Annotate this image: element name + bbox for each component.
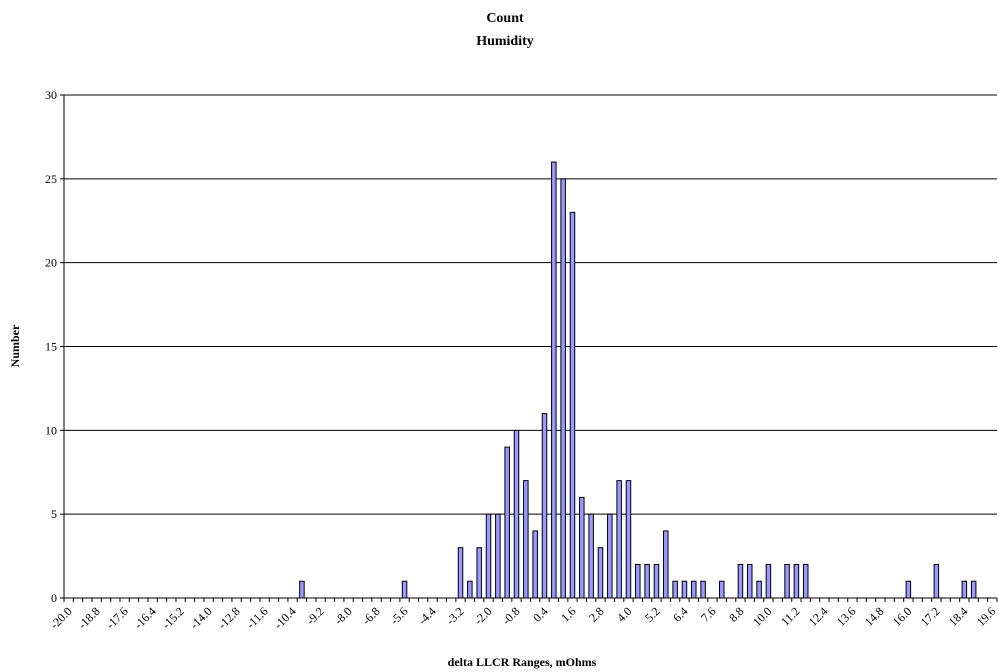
bar bbox=[457, 547, 464, 599]
y-tick-label: 15 bbox=[45, 340, 57, 354]
axes bbox=[60, 94, 998, 602]
x-tick-label: 6.4 bbox=[670, 604, 691, 625]
bar bbox=[513, 429, 520, 599]
x-tick-label: 13.6 bbox=[834, 604, 859, 629]
x-tick-label: -12.8 bbox=[215, 604, 243, 632]
x-tick-labels: -20.0 -18.8 -17.6 -16.4 -15.2 -14.0 -12.8 -11.6… bbox=[47, 604, 998, 632]
bar bbox=[933, 563, 940, 599]
x-tick-label: 7.6 bbox=[698, 604, 719, 625]
x-tick-label: -0.8 bbox=[499, 604, 522, 627]
bar bbox=[560, 178, 566, 599]
y-tick-label: 30 bbox=[45, 88, 57, 102]
y-axis-label: Number bbox=[8, 324, 22, 367]
x-tick-label: 1.6 bbox=[558, 604, 579, 625]
y-tick-labels: 0 5 10 15 20 25 30 bbox=[45, 88, 57, 605]
x-tick-label: 16.0 bbox=[890, 604, 915, 629]
bar bbox=[756, 580, 762, 599]
x-tick-label: -8.0 bbox=[331, 604, 354, 627]
bar bbox=[747, 563, 753, 599]
bar bbox=[532, 530, 538, 599]
bar bbox=[663, 530, 669, 599]
bars bbox=[299, 161, 977, 599]
chart-subtitle: Humidity bbox=[476, 34, 534, 49]
x-tick-label: -2.0 bbox=[471, 604, 494, 627]
x-tick-label: -20.0 bbox=[47, 604, 75, 632]
x-tick-label: -3.2 bbox=[443, 604, 466, 627]
bar bbox=[784, 563, 790, 599]
bar bbox=[644, 563, 650, 599]
x-tick-label: 18.4 bbox=[946, 604, 971, 629]
x-tick-label: -4.4 bbox=[415, 604, 438, 627]
x-tick-label: -10.4 bbox=[271, 604, 299, 632]
x-tick-label: 19.6 bbox=[974, 604, 999, 629]
bar bbox=[765, 563, 772, 599]
bar bbox=[523, 480, 529, 599]
x-tick-label: 2.8 bbox=[586, 604, 607, 625]
bar bbox=[625, 480, 632, 599]
bar bbox=[597, 547, 604, 599]
bar bbox=[588, 513, 594, 599]
bar bbox=[691, 580, 697, 599]
bar bbox=[485, 513, 492, 599]
y-tick-label: 20 bbox=[45, 256, 57, 270]
x-tick-label: -9.2 bbox=[303, 604, 326, 627]
y-tick-label: 0 bbox=[51, 591, 57, 605]
bar bbox=[905, 580, 912, 599]
bar bbox=[504, 446, 510, 599]
bar bbox=[672, 580, 678, 599]
bar bbox=[635, 563, 641, 599]
bar bbox=[579, 496, 585, 599]
x-tick-label: 8.8 bbox=[726, 604, 747, 625]
bar bbox=[719, 580, 725, 599]
bar bbox=[551, 161, 557, 599]
bar bbox=[401, 580, 408, 599]
x-tick-label: 5.2 bbox=[642, 604, 663, 625]
y-tick-label: 10 bbox=[45, 423, 57, 437]
x-tick-label: 17.2 bbox=[918, 604, 943, 629]
x-tick-label: 14.8 bbox=[862, 604, 887, 629]
bar bbox=[653, 563, 660, 599]
x-tick-label: 12.4 bbox=[806, 604, 831, 629]
bar bbox=[467, 580, 473, 599]
x-tick-label: -15.2 bbox=[159, 604, 187, 632]
x-tick-label: -14.0 bbox=[187, 604, 215, 632]
x-tick-label: -6.8 bbox=[359, 604, 382, 627]
y-tick-label: 25 bbox=[45, 172, 57, 186]
bar bbox=[970, 580, 977, 599]
x-tick-label: -16.4 bbox=[131, 604, 159, 632]
x-tick-label: 0.4 bbox=[530, 604, 551, 625]
x-tick-label: 10.0 bbox=[750, 604, 775, 629]
bar bbox=[681, 580, 688, 599]
x-tick-label: 11.2 bbox=[778, 604, 802, 628]
bar bbox=[616, 480, 622, 599]
chart-title: Count bbox=[486, 11, 524, 26]
bar bbox=[607, 513, 613, 599]
bar bbox=[700, 580, 706, 599]
x-axis-label: delta LLCR Ranges, mOhms bbox=[448, 655, 597, 669]
bar bbox=[541, 413, 548, 599]
bar bbox=[737, 563, 744, 599]
gridlines bbox=[64, 94, 997, 515]
bar bbox=[793, 563, 800, 599]
bar bbox=[476, 547, 482, 599]
x-tick-label: -11.6 bbox=[243, 604, 270, 631]
bar bbox=[495, 513, 501, 599]
x-tick-label: -17.6 bbox=[103, 604, 131, 632]
x-tick-label: -5.6 bbox=[387, 604, 410, 627]
x-tick-label: -18.8 bbox=[75, 604, 103, 632]
x-tick-label: 4.0 bbox=[614, 604, 635, 625]
bar bbox=[802, 563, 809, 599]
bar bbox=[569, 211, 576, 599]
y-tick-label: 5 bbox=[51, 507, 57, 521]
bar bbox=[299, 580, 305, 599]
bar bbox=[961, 580, 968, 599]
